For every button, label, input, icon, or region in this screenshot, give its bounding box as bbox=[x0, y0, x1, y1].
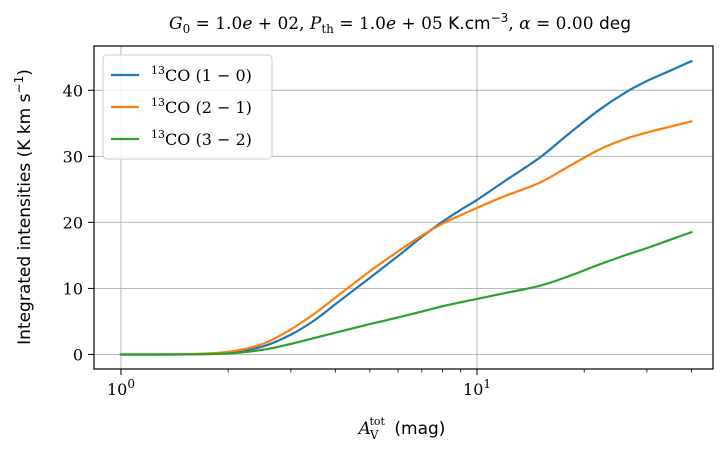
legend: 13CO (1 − 0) 13CO (2 − 1) 13CO (3 − 2) bbox=[102, 54, 273, 160]
y-tick-label: 0 bbox=[73, 345, 83, 364]
x-tick-label: 101 bbox=[463, 377, 491, 399]
legend-label-3: 13CO (3 − 2) bbox=[151, 128, 252, 149]
series-lines bbox=[119, 59, 693, 356]
x-axis-label: AVtot (mag) bbox=[357, 415, 446, 442]
y-tick-label: 20 bbox=[63, 213, 83, 232]
plot-frame bbox=[93, 45, 714, 370]
y-axis-label: Integrated intensities (K km s−1) bbox=[12, 69, 35, 345]
x-tick-label: 100 bbox=[107, 377, 135, 399]
y-tick-label: 10 bbox=[63, 279, 83, 298]
chart-title: G0 = 1.0e + 02, Pth = 1.0e + 05 K.cm−3, … bbox=[169, 11, 631, 36]
y-tick-label: 30 bbox=[63, 147, 83, 166]
legend-label-2: 13CO (2 − 1) bbox=[151, 96, 252, 117]
series-line-1 bbox=[119, 59, 693, 356]
legend-box bbox=[102, 54, 273, 160]
series-line-2 bbox=[119, 119, 693, 356]
y-tick-label: 40 bbox=[63, 81, 83, 100]
legend-label-1: 13CO (1 − 0) bbox=[151, 64, 252, 85]
series-line-3 bbox=[119, 230, 693, 356]
